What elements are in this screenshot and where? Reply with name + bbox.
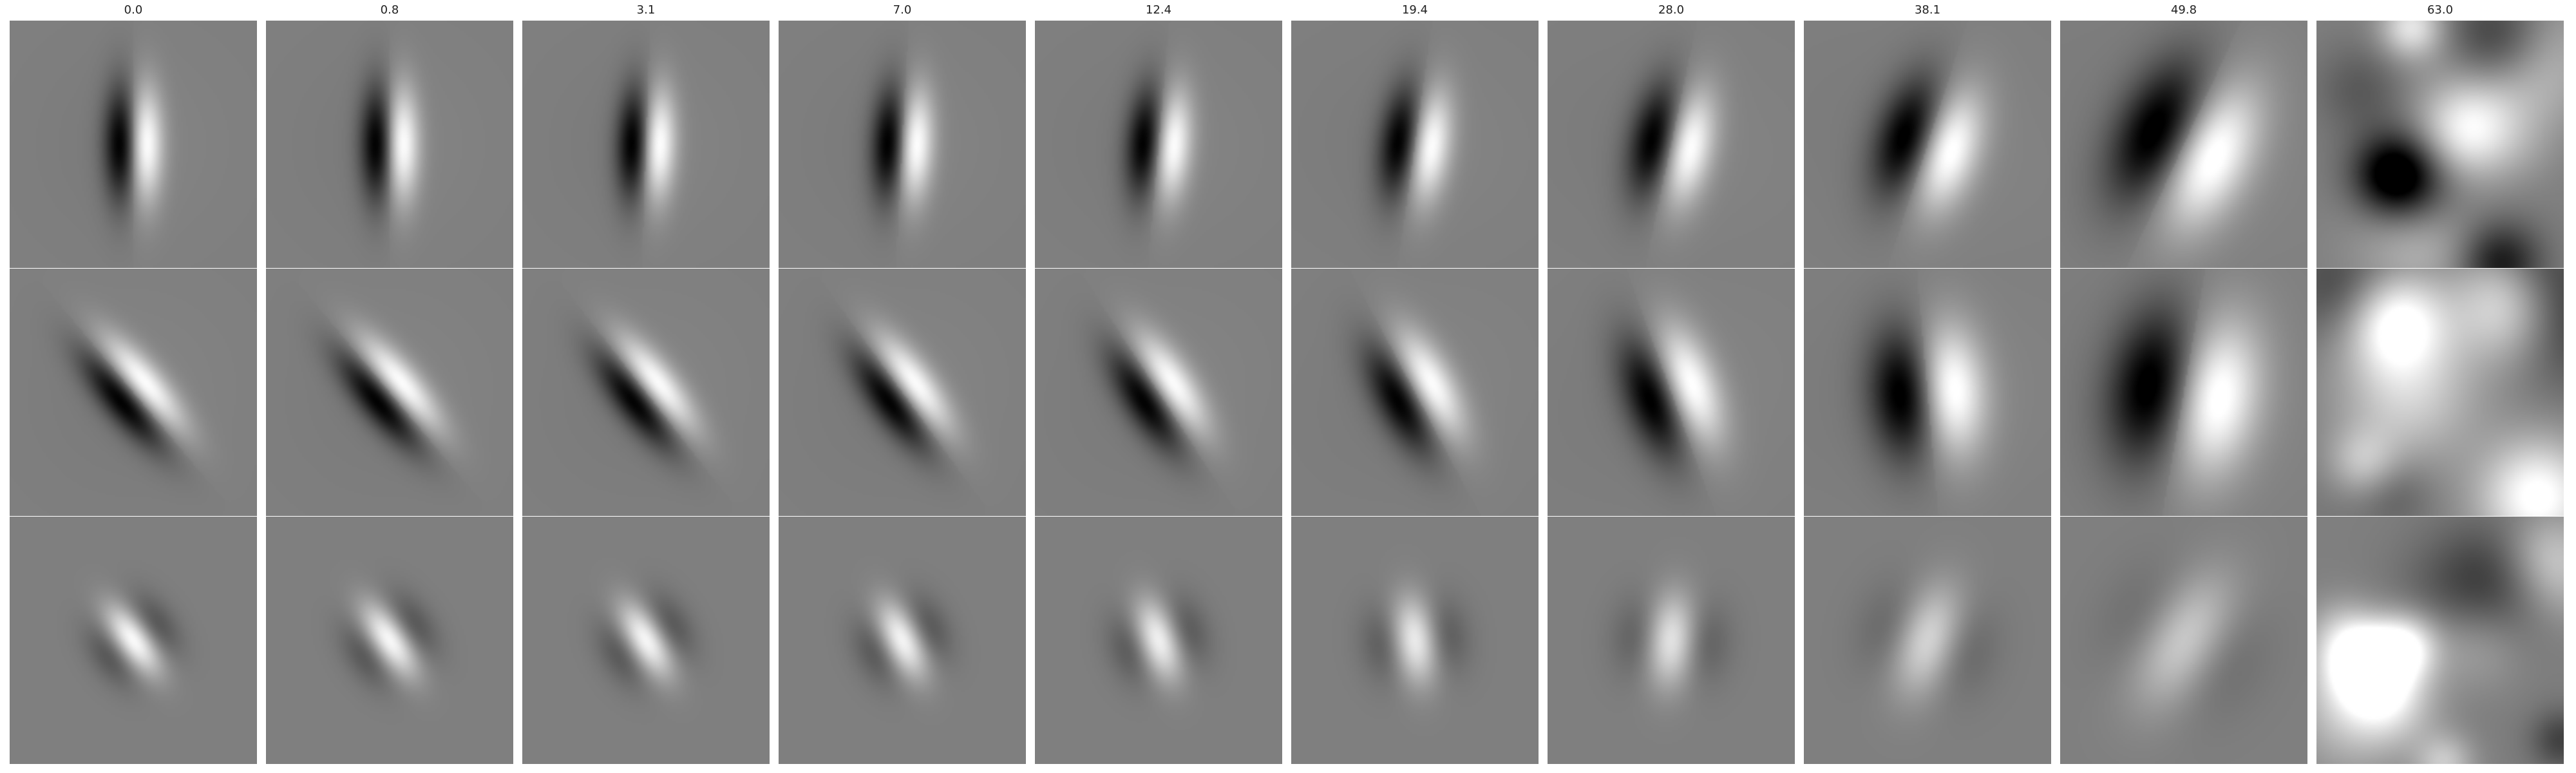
filter-tile-r1-c8	[2060, 269, 2307, 516]
filter-tile-r1-c5	[1291, 269, 1539, 516]
filter-tile-r1-c0	[10, 269, 257, 516]
filter-tile-r1-c3	[779, 269, 1026, 516]
filter-tile-r0-c4	[1035, 21, 1282, 268]
filter-tile-r2-c5	[1291, 517, 1539, 764]
filter-tile-r0-c7	[1804, 21, 2051, 268]
filter-tile-r0-c5	[1291, 21, 1539, 268]
filter-tile-r2-c6	[1548, 517, 1795, 764]
filter-tile-r2-c9	[2316, 517, 2564, 764]
filter-tile-r0-c0	[10, 21, 257, 268]
column-title-1: 0.8	[380, 3, 399, 17]
filter-tile-r0-c1	[266, 21, 513, 268]
filter-tile-r2-c8	[2060, 517, 2307, 764]
column-title-9: 63.0	[2427, 3, 2454, 17]
filter-tile-r1-c2	[522, 269, 770, 516]
column-title-6: 28.0	[1658, 3, 1685, 17]
filter-tile-r0-c3	[779, 21, 1026, 268]
column-title-7: 38.1	[1914, 3, 1941, 17]
filter-tile-r2-c2	[522, 517, 770, 764]
column-title-2: 3.1	[636, 3, 656, 17]
filter-tile-r1-c1	[266, 269, 513, 516]
filter-tile-r0-c9	[2316, 21, 2564, 268]
filter-tile-r2-c7	[1804, 517, 2051, 764]
filter-tile-r1-c9	[2316, 269, 2564, 516]
filter-tile-r2-c4	[1035, 517, 1282, 764]
column-title-5: 19.4	[1401, 3, 1428, 17]
filter-tile-r0-c8	[2060, 21, 2307, 268]
column-title-8: 49.8	[2170, 3, 2197, 17]
filter-tile-r1-c6	[1548, 269, 1795, 516]
filter-tile-r1-c7	[1804, 269, 2051, 516]
filter-tile-r0-c2	[522, 21, 770, 268]
filter-tile-r2-c1	[266, 517, 513, 764]
filter-tile-r1-c4	[1035, 269, 1282, 516]
filter-tile-r2-c0	[10, 517, 257, 764]
column-title-0: 0.0	[124, 3, 143, 17]
column-title-3: 7.0	[893, 3, 912, 17]
column-title-4: 12.4	[1145, 3, 1172, 17]
filter-tile-r2-c3	[779, 517, 1026, 764]
filter-tile-r0-c6	[1548, 21, 1795, 268]
